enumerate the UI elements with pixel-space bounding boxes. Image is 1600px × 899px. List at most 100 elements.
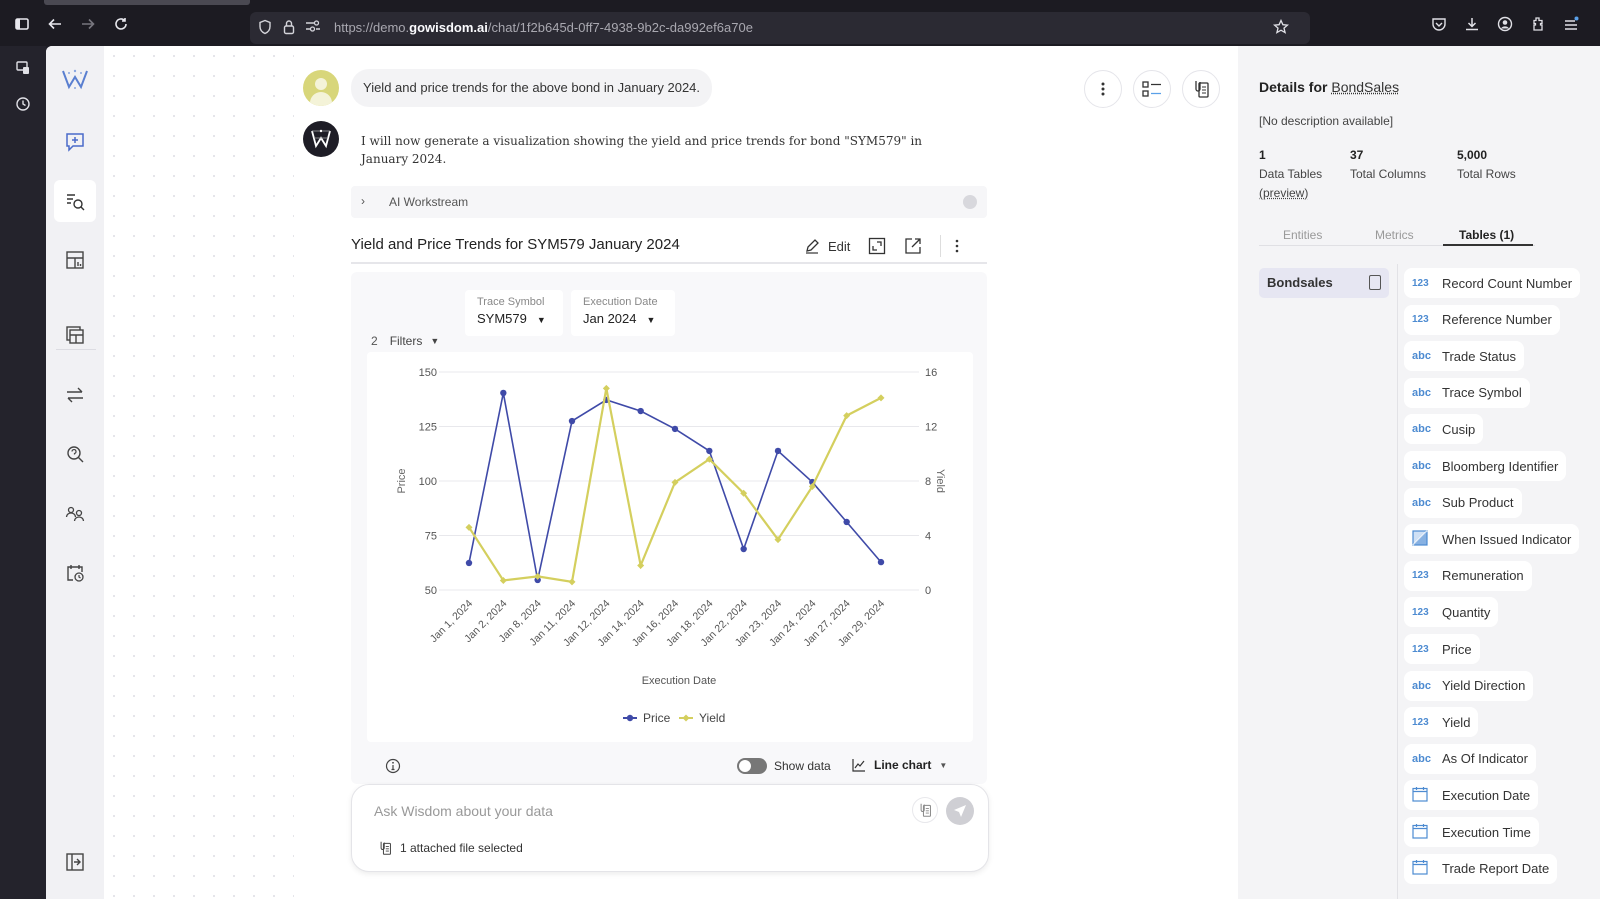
- forward-icon[interactable]: [78, 16, 98, 36]
- column-item[interactable]: 123 Quantity: [1404, 597, 1499, 628]
- column-name: When Issued Indicator: [1442, 531, 1572, 547]
- dataset-link[interactable]: BondSales: [1331, 79, 1400, 95]
- new-chat-icon[interactable]: [54, 121, 96, 163]
- schedule-icon[interactable]: [54, 552, 96, 594]
- wisdom-logo-icon[interactable]: [54, 58, 96, 100]
- column-name: Quantity: [1442, 604, 1491, 620]
- column-name: Bloomberg Identifier: [1442, 458, 1559, 474]
- stat-value: 5,000: [1457, 148, 1488, 162]
- explore-question-icon[interactable]: [54, 433, 96, 475]
- details-title-prefix: Details for: [1259, 79, 1328, 95]
- trace-symbol-filter[interactable]: Trace Symbol SYM579 ▼: [465, 290, 563, 336]
- user-message: Yield and price trends for the above bon…: [351, 69, 713, 107]
- bookmark-star-icon[interactable]: [1272, 18, 1290, 38]
- column-item[interactable]: 123 Reference Number: [1404, 304, 1560, 335]
- column-item[interactable]: 123 Record Count Number: [1404, 268, 1581, 298]
- show-data-toggle[interactable]: [737, 758, 767, 774]
- preview-link[interactable]: (preview): [1259, 186, 1309, 200]
- chevron-right-icon: ›: [361, 194, 365, 208]
- expand-icon: [869, 237, 886, 255]
- permissions-icon[interactable]: [304, 19, 322, 36]
- pocket-icon[interactable]: [1428, 16, 1450, 38]
- column-name: Execution Time: [1442, 824, 1531, 840]
- extensions-icon[interactable]: [1527, 16, 1549, 38]
- column-item[interactable]: Execution Time: [1404, 817, 1539, 847]
- dashboard-icon[interactable]: [54, 239, 96, 281]
- svg-text:75: 75: [425, 531, 437, 543]
- account-icon[interactable]: [1494, 16, 1516, 38]
- column-item[interactable]: 123 Yield: [1404, 707, 1479, 738]
- send-button[interactable]: [946, 797, 974, 825]
- users-icon[interactable]: [54, 493, 96, 535]
- lock-icon[interactable]: [280, 19, 298, 38]
- search-queries-icon[interactable]: [54, 180, 96, 222]
- column-item[interactable]: Trade Report Date: [1404, 853, 1558, 884]
- columns-divider: [1397, 264, 1398, 899]
- column-name: Yield: [1442, 714, 1471, 730]
- caret-down-icon: ▼: [939, 760, 948, 770]
- column-item[interactable]: abc As Of Indicator: [1404, 743, 1536, 774]
- numeric-type-icon: 123: [1412, 643, 1429, 655]
- url-text[interactable]: https://demo.gowisdom.ai/chat/1f2b645d-0…: [334, 20, 753, 35]
- shield-icon[interactable]: [256, 19, 274, 38]
- table-item-bondsales[interactable]: Bondsales: [1259, 268, 1389, 298]
- attached-files-indicator[interactable]: 1 attached file selected: [378, 840, 523, 856]
- tab-entities[interactable]: Entities: [1283, 228, 1323, 242]
- more-options-button[interactable]: [1084, 70, 1122, 108]
- column-item[interactable]: abc Cusip: [1404, 414, 1484, 445]
- history-icon[interactable]: [12, 96, 34, 118]
- text-type-icon: abc: [1412, 679, 1431, 692]
- chat-input[interactable]: Ask Wisdom about your data: [374, 803, 553, 819]
- back-icon[interactable]: [45, 16, 65, 36]
- text-type-icon: abc: [1412, 423, 1431, 436]
- chat-panel: Yield and price trends for the above bon…: [294, 46, 1238, 899]
- column-name: Record Count Number: [1442, 275, 1573, 291]
- list-view-button[interactable]: [1133, 70, 1171, 108]
- svg-text:100: 100: [419, 476, 437, 488]
- fullscreen-button[interactable]: [868, 237, 886, 255]
- filters-button[interactable]: 2 Filters ▼: [371, 334, 439, 348]
- numeric-type-icon: 123: [1412, 314, 1429, 326]
- column-item[interactable]: 123 Price: [1404, 634, 1480, 664]
- filter-label: Execution Date: [583, 296, 658, 308]
- browser-tab[interactable]: [44, 0, 250, 5]
- text-type-icon: abc: [1412, 386, 1431, 399]
- calendar-icon: [1412, 823, 1434, 842]
- collapse-nav-icon[interactable]: [54, 841, 96, 883]
- ai-workstream-toggle[interactable]: › AI Workstream: [351, 186, 987, 218]
- menu-icon[interactable]: [1560, 16, 1582, 38]
- download-icon[interactable]: [1461, 16, 1483, 38]
- chart-type-select[interactable]: Line chart ▼: [851, 757, 947, 773]
- column-item[interactable]: 123 Remuneration: [1404, 560, 1532, 591]
- visualization-more-button[interactable]: [955, 238, 959, 254]
- visualization-title: Yield and Price Trends for SYM579 Januar…: [351, 236, 680, 253]
- tables-icon[interactable]: [54, 314, 96, 356]
- stat-label: Total Columns: [1350, 167, 1427, 181]
- tab-tables[interactable]: Tables (1): [1459, 228, 1515, 242]
- column-item[interactable]: When Issued Indicator: [1404, 524, 1580, 555]
- url-path: /chat/1f2b645d-0ff7-4938-9b2c-da992ef6a7…: [487, 20, 753, 35]
- details-title: Details for BondSales: [1259, 79, 1399, 95]
- column-item[interactable]: abc Sub Product: [1404, 487, 1522, 518]
- info-icon[interactable]: [385, 758, 401, 779]
- open-external-button[interactable]: [904, 237, 922, 255]
- synced-tabs-icon[interactable]: [12, 60, 34, 82]
- url-bar[interactable]: https://demo.gowisdom.ai/chat/1f2b645d-0…: [250, 12, 1310, 44]
- edit-button[interactable]: Edit: [804, 238, 850, 254]
- attachments-button[interactable]: [1182, 70, 1220, 108]
- filter-label: Trace Symbol: [477, 296, 545, 308]
- stat-label: Data Tables: [1259, 167, 1323, 181]
- column-item[interactable]: Execution Date: [1404, 780, 1539, 811]
- table-preview-icon[interactable]: [1369, 275, 1381, 290]
- column-item[interactable]: abc Trace Symbol: [1404, 377, 1530, 408]
- column-item[interactable]: abc Trade Status: [1404, 341, 1524, 372]
- column-item[interactable]: abc Yield Direction: [1404, 670, 1534, 701]
- attach-file-button[interactable]: [912, 797, 938, 823]
- execution-date-filter[interactable]: Execution Date Jan 2024 ▼: [571, 290, 675, 336]
- sidebar-toggle-icon[interactable]: [12, 16, 32, 36]
- transfer-icon[interactable]: [54, 374, 96, 416]
- column-item[interactable]: abc Bloomberg Identifier: [1404, 451, 1567, 481]
- tab-metrics[interactable]: Metrics: [1375, 228, 1414, 242]
- reload-icon[interactable]: [111, 16, 131, 36]
- svg-text:Yield: Yield: [699, 711, 725, 725]
